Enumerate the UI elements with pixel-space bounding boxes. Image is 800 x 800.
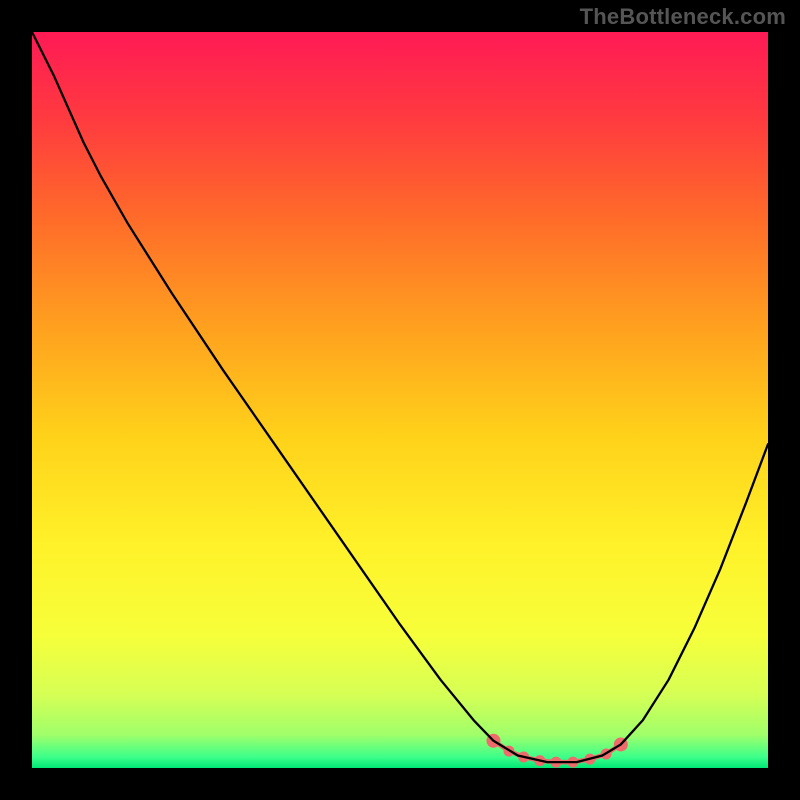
gradient-background (32, 32, 768, 768)
attribution-label: TheBottleneck.com (580, 4, 786, 30)
figure-container: TheBottleneck.com (0, 0, 800, 800)
bottleneck-curve-chart (0, 0, 800, 800)
